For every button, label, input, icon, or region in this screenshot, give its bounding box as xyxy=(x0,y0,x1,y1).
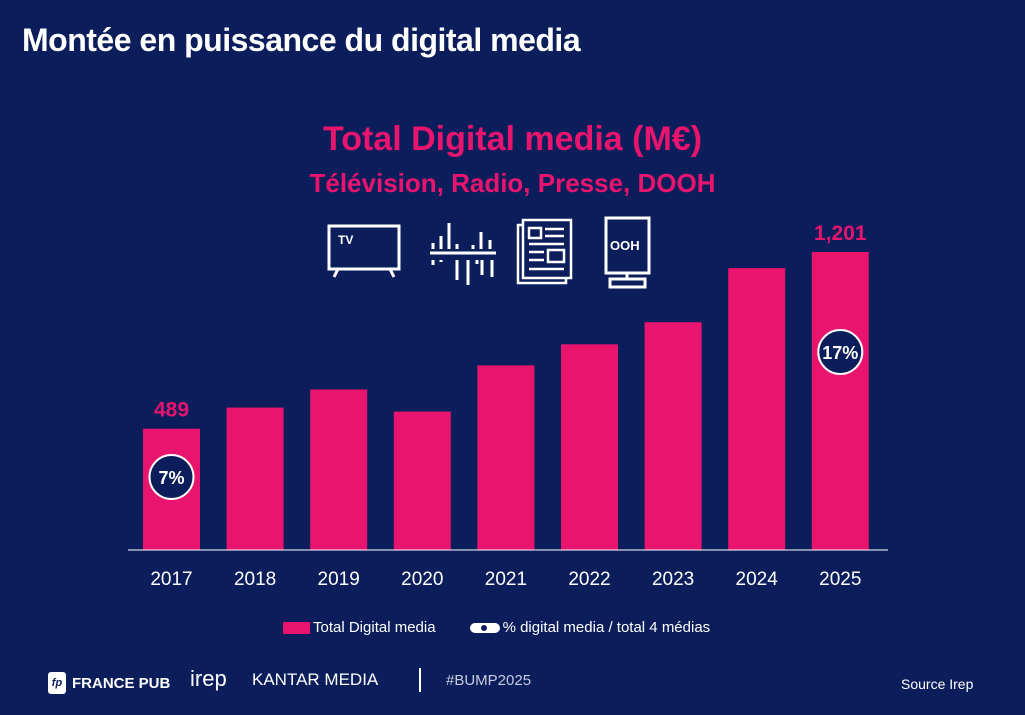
bar-2022 xyxy=(561,344,618,550)
chart-title: Total Digital media (M€) xyxy=(322,120,703,158)
france-pub-logo: fp FRANCE PUB xyxy=(48,672,170,694)
bar-2020 xyxy=(393,411,451,550)
x-tick-label: 2024 xyxy=(736,569,779,590)
bar-2018 xyxy=(226,407,284,550)
irep-logo: irep xyxy=(190,666,227,691)
share-bubble xyxy=(148,454,195,500)
kantar-media-logo: KANTAR MEDIA xyxy=(252,670,379,689)
legend-label: Total Digital media xyxy=(313,619,436,636)
svg-text:OOH: OOH xyxy=(610,238,640,253)
x-tick-label: 2023 xyxy=(652,569,694,590)
tv-icon: TV xyxy=(327,224,401,278)
svg-text:TV: TV xyxy=(338,233,353,247)
legend-label: % digital media / total 4 médias xyxy=(502,619,711,636)
x-tick-label: 2017 xyxy=(150,569,192,590)
bar-2019 xyxy=(310,389,368,550)
data-label: 1,201 xyxy=(814,222,867,245)
radio-waveform-icon xyxy=(430,223,496,285)
share-bubble xyxy=(817,329,864,375)
hashtag: #BUMP2025 xyxy=(446,672,532,689)
x-tick-label: 2022 xyxy=(568,569,610,590)
x-tick-label: 2021 xyxy=(485,569,527,590)
x-tick-label: 2018 xyxy=(234,569,276,590)
legend: Total Digital media % digital media / to… xyxy=(283,619,710,636)
x-tick-label: 2020 xyxy=(401,569,443,590)
source-note: Source Irep xyxy=(901,676,974,692)
legend-swatch-bar xyxy=(283,621,310,634)
divider xyxy=(419,668,421,692)
bar-2025 xyxy=(811,252,869,550)
page-title: Montée en puissance du digital media xyxy=(22,22,581,58)
legend-swatch-share xyxy=(469,622,500,633)
bar-2024 xyxy=(728,268,786,550)
chart-subtitle: Télévision, Radio, Presse, DOOH xyxy=(309,168,716,198)
share-label: 17% xyxy=(822,343,858,363)
x-tick-label: 2019 xyxy=(318,569,360,590)
bar-2021 xyxy=(477,365,535,550)
bar-2023 xyxy=(644,322,702,550)
ooh-billboard-icon: OOH xyxy=(604,216,651,289)
newspaper-icon xyxy=(516,218,573,285)
data-label: 489 xyxy=(154,399,189,422)
x-tick-label: 2025 xyxy=(819,569,861,590)
share-label: 7% xyxy=(158,468,184,488)
